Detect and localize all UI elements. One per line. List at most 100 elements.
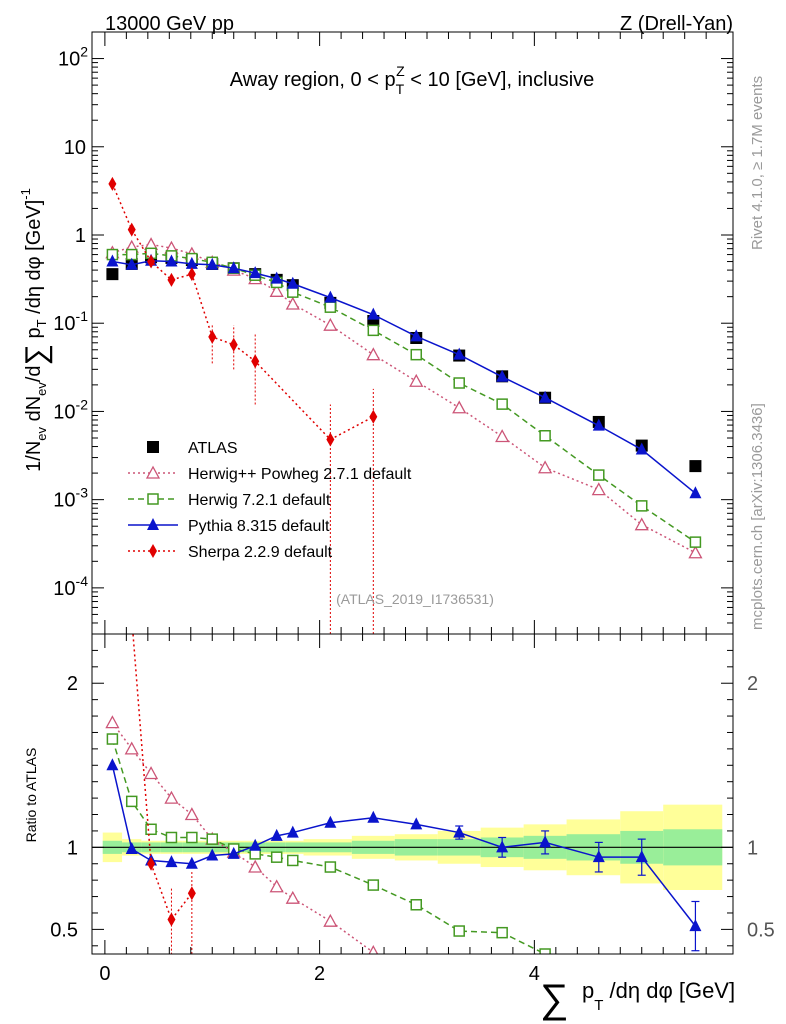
- ratio-point: [108, 578, 116, 592]
- plot-title: Away region, 0 < pTZ < 10 [GeV], inclusi…: [230, 63, 595, 97]
- xlabel-sum: ∑: [540, 977, 569, 1021]
- data-point: [206, 257, 219, 270]
- main-ytick-label: 10-4: [53, 573, 88, 600]
- data-point: [127, 222, 136, 237]
- ratio-point: [324, 861, 337, 873]
- ratio-line: [111, 738, 546, 954]
- data-point: [367, 324, 380, 337]
- data-point: [185, 256, 198, 269]
- legend-label: Herwig 7.2.1 default: [188, 492, 331, 509]
- data-point: [496, 398, 508, 410]
- ratio-ytick-label: 1: [67, 837, 78, 859]
- ratio-point: [286, 825, 299, 838]
- data-point: [634, 517, 649, 531]
- series-line: [111, 183, 374, 441]
- main-ytick-label: 10-1: [53, 308, 88, 335]
- main-ytick-label: 102: [58, 44, 88, 71]
- ratio-frame: [91, 633, 734, 955]
- data-point: [227, 261, 240, 274]
- ratio-axes: 0.5 0.5 1 1 2 2 0 2 4: [50, 634, 775, 985]
- main-ytick-label: 10: [64, 137, 86, 159]
- rivet-label: Rivet 4.1.0, ≥ 1.7M events: [749, 76, 766, 250]
- data-point: [324, 290, 337, 303]
- ratio-point: [227, 846, 240, 859]
- data-point: [688, 545, 703, 559]
- ratio-point: [167, 912, 176, 927]
- data-point: [453, 347, 466, 360]
- series-herwig-powheg-2-7-1-default: [105, 237, 703, 559]
- data-point: [286, 276, 299, 289]
- ratio-series-herwig-powheg-2-7-1-default: [105, 715, 379, 954]
- data-point: [689, 460, 702, 473]
- series-sherpa-2-2-9-default: [108, 176, 378, 447]
- legend-entry: Pythia 8.315 default: [128, 518, 330, 535]
- ratio-point: [367, 879, 380, 891]
- series-line: [112, 260, 696, 494]
- data-point: [591, 482, 606, 496]
- data-point: [324, 301, 337, 313]
- data-point: [495, 429, 510, 443]
- ratio-point: [185, 856, 198, 869]
- data-point: [635, 442, 648, 455]
- data-point: [108, 176, 117, 191]
- xtick-label: 4: [529, 963, 540, 985]
- main-ytick-label: 10-2: [53, 396, 88, 423]
- main-content: [105, 176, 703, 634]
- title-sup-z: Z: [396, 63, 405, 79]
- ratio-line: [132, 634, 193, 922]
- main-panel: 10-4 10-3 10-2 10-1 1 10 102 (ATLAS_2019_I1736…: [53, 31, 734, 635]
- ratio-point: [147, 856, 156, 871]
- data-point: [326, 432, 335, 447]
- ratio-point: [453, 925, 465, 937]
- ratio-ytick-label-right: 0.5: [747, 919, 775, 941]
- ratio-point: [164, 790, 179, 804]
- ratio-point: [270, 851, 283, 863]
- ratio-ytick-label-right: 1: [747, 837, 758, 859]
- ratio-panel: 0.5 0.5 1 1 2 2 0 2 4: [50, 578, 775, 985]
- xtick-label: 0: [99, 963, 110, 985]
- legend-label: Pythia 8.315 default: [188, 518, 330, 535]
- ratio-point: [165, 831, 178, 844]
- ratio-point: [206, 833, 219, 845]
- series-pythia-8-315-default: [106, 253, 702, 499]
- ratio-ylabel: Ratio to ATLAS: [23, 748, 39, 843]
- ratio-point: [539, 948, 551, 954]
- main-ylabel-text: 1/Nev dNev/d∑ pT /dη dφ [GeV]-1: [18, 188, 53, 472]
- data-point: [593, 469, 605, 481]
- data-point: [689, 486, 702, 499]
- ratio-point: [124, 741, 139, 755]
- data-point: [167, 272, 176, 287]
- ratio-point: [324, 815, 337, 828]
- data-point: [538, 460, 553, 474]
- data-point: [366, 347, 381, 361]
- data-point: [592, 418, 605, 431]
- ratio-point: [106, 758, 119, 771]
- title-part-1: Away region, 0 < p: [230, 69, 396, 91]
- main-ylabel: 1/Nev dNev/d∑ pT /dη dφ [GeV]-1: [18, 188, 53, 472]
- data-point: [165, 254, 178, 267]
- ratio-point: [125, 841, 138, 854]
- data-point: [367, 307, 380, 320]
- legend-entry: ATLAS: [147, 440, 238, 457]
- data-point: [147, 254, 156, 269]
- ratio-point: [410, 899, 423, 911]
- main-ytick-label: 10-3: [53, 485, 88, 512]
- ratio-point: [496, 926, 508, 939]
- ratio-point: [128, 611, 136, 625]
- ratio-point: [410, 817, 423, 830]
- ratio-point: [249, 838, 262, 851]
- header-right: Z (Drell-Yan): [620, 13, 733, 35]
- data-point: [539, 390, 552, 403]
- data-point: [409, 373, 424, 387]
- ratio-point: [323, 913, 338, 927]
- legend-entry: Herwig 7.2.1 default: [128, 492, 331, 509]
- data-point: [106, 268, 119, 281]
- ratio-ytick-label: 2: [67, 673, 78, 695]
- ratio-ytick-label-right: 2: [747, 673, 758, 695]
- ratio-point: [206, 848, 219, 861]
- main-axes: 10-4 10-3 10-2 10-1 1 10 102: [53, 31, 733, 635]
- title-part-2: < 10 [GeV], inclusive: [405, 69, 595, 91]
- ratio-point: [165, 855, 178, 868]
- ratio-point: [367, 810, 380, 823]
- legend: ATLAS Herwig++ Powheg 2.7.1 default Herwig…: [128, 440, 412, 561]
